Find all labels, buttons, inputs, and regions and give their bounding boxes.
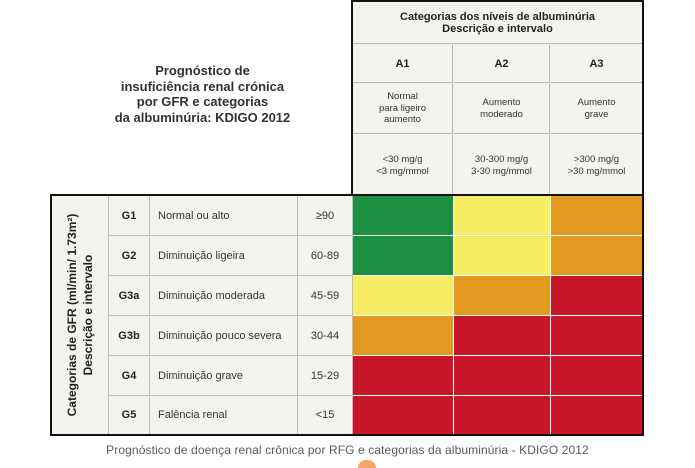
albuminuria-description-line: Aumento <box>577 97 616 108</box>
risk-cell-g3b-a2 <box>454 316 551 356</box>
title-line-2: insuficiência renal crónica <box>120 78 285 94</box>
gfr-description-g2: Diminuição ligeira <box>150 236 298 276</box>
risk-cell-g1-a1 <box>353 196 454 236</box>
gfr-code-g4: G4 <box>109 356 150 396</box>
risk-cell-g5-a1 <box>353 396 454 434</box>
gfr-range-g3b: 30-44 <box>298 316 353 356</box>
figure-caption: Prognóstico de doença renal crônica por … <box>106 443 589 457</box>
albuminuria-header: Categorias dos níveis de albuminúria Des… <box>353 2 642 44</box>
gfr-code-g3a: G3a <box>109 276 150 316</box>
albuminuria-range-a3: >300 mg/g >30 mg/mmol <box>551 135 642 196</box>
risk-cell-g4-a3 <box>551 356 642 396</box>
albuminuria-header-line-1: Categorias dos níveis de albuminúria <box>400 10 595 23</box>
albuminuria-range-line: 3-30 mg/mmol <box>471 165 532 177</box>
risk-cell-g3a-a1 <box>353 276 454 316</box>
albuminuria-header-line-2: Descrição e intervalo <box>442 22 553 35</box>
risk-cell-g2-a2 <box>454 236 551 276</box>
gfr-description-g3b: Diminuição pouco severa <box>150 316 298 356</box>
albuminuria-code-a1: A1 <box>353 45 453 83</box>
albuminuria-description-line: moderado <box>480 108 523 120</box>
albuminuria-description-a1: Normal para ligeiro aumento <box>353 84 453 134</box>
gfr-description-g3a: Diminuição moderada <box>150 276 298 316</box>
risk-cell-g3a-a2 <box>454 276 551 316</box>
gfr-range-g1: ≥90 <box>298 196 353 236</box>
risk-cell-g3b-a1 <box>353 316 454 356</box>
title-line-3: por GFR e categorias <box>136 94 269 109</box>
gfr-code-g5: G5 <box>109 396 150 434</box>
albuminuria-range-line: <30 mg/g <box>382 154 423 165</box>
gfr-range-g4: 15-29 <box>298 356 353 396</box>
albuminuria-range-line: <3 mg/mmol <box>376 165 429 177</box>
risk-cell-g4-a1 <box>353 356 454 396</box>
risk-cell-g3b-a3 <box>551 316 642 356</box>
albuminuria-code-a3: A3 <box>551 45 642 83</box>
gfr-description-g5: Falência renal <box>150 396 298 434</box>
albuminuria-description-line: aumento <box>384 114 421 126</box>
albuminuria-range-line: >300 mg/g <box>573 154 620 165</box>
gfr-header: Categorias de GFR (ml/min/ 1.73m²) Descr… <box>52 196 109 434</box>
albuminuria-range-line: 30-300 mg/g <box>474 154 529 165</box>
albuminuria-description-line: para ligeiro <box>379 102 426 114</box>
decorative-dot <box>358 460 376 468</box>
risk-cell-g1-a2 <box>454 196 551 236</box>
gfr-table-frame <box>50 194 644 436</box>
albuminuria-description-line: Normal <box>387 91 418 103</box>
albuminuria-description-line: Aumento <box>482 97 521 108</box>
albuminuria-code-a2: A2 <box>454 45 550 83</box>
risk-cell-g4-a2 <box>454 356 551 396</box>
gfr-range-g3a: 45-59 <box>298 276 353 316</box>
risk-cell-g5-a2 <box>454 396 551 434</box>
risk-cell-g5-a3 <box>551 396 642 434</box>
albuminuria-description-line: grave <box>584 108 609 120</box>
albuminuria-description-a2: Aumento moderado <box>454 84 550 134</box>
risk-cell-g1-a3 <box>551 196 642 236</box>
gfr-header-line-1: Categorias de GFR (ml/min/ 1.73m²) <box>65 213 79 417</box>
albuminuria-header-frame <box>351 0 644 196</box>
albuminuria-range-line: >30 mg/mmol <box>567 165 626 177</box>
gfr-code-g1: G1 <box>109 196 150 236</box>
gfr-header-line-2: Descrição e intervalo <box>81 254 95 376</box>
gfr-code-g2: G2 <box>109 236 150 276</box>
gfr-description-g1: Normal ou alto <box>150 196 298 236</box>
risk-cell-g3a-a3 <box>551 276 642 316</box>
title-line-4: da albuminúria: KDIGO 2012 <box>114 109 291 125</box>
title-line-1: Prognóstico de <box>155 63 250 78</box>
risk-cell-g2-a3 <box>551 236 642 276</box>
gfr-range-g2: 60-89 <box>298 236 353 276</box>
albuminuria-range-a2: 30-300 mg/g 3-30 mg/mmol <box>454 135 550 196</box>
albuminuria-description-a3: Aumento grave <box>551 84 642 134</box>
gfr-code-g3b: G3b <box>109 316 150 356</box>
albuminuria-range-a1: <30 mg/g <3 mg/mmol <box>353 135 453 196</box>
gfr-description-g4: Diminuição grave <box>150 356 298 396</box>
page-title: Prognóstico de insuficiência renal cróni… <box>95 63 310 125</box>
gfr-range-g5: <15 <box>298 396 353 434</box>
risk-cell-g2-a1 <box>353 236 454 276</box>
